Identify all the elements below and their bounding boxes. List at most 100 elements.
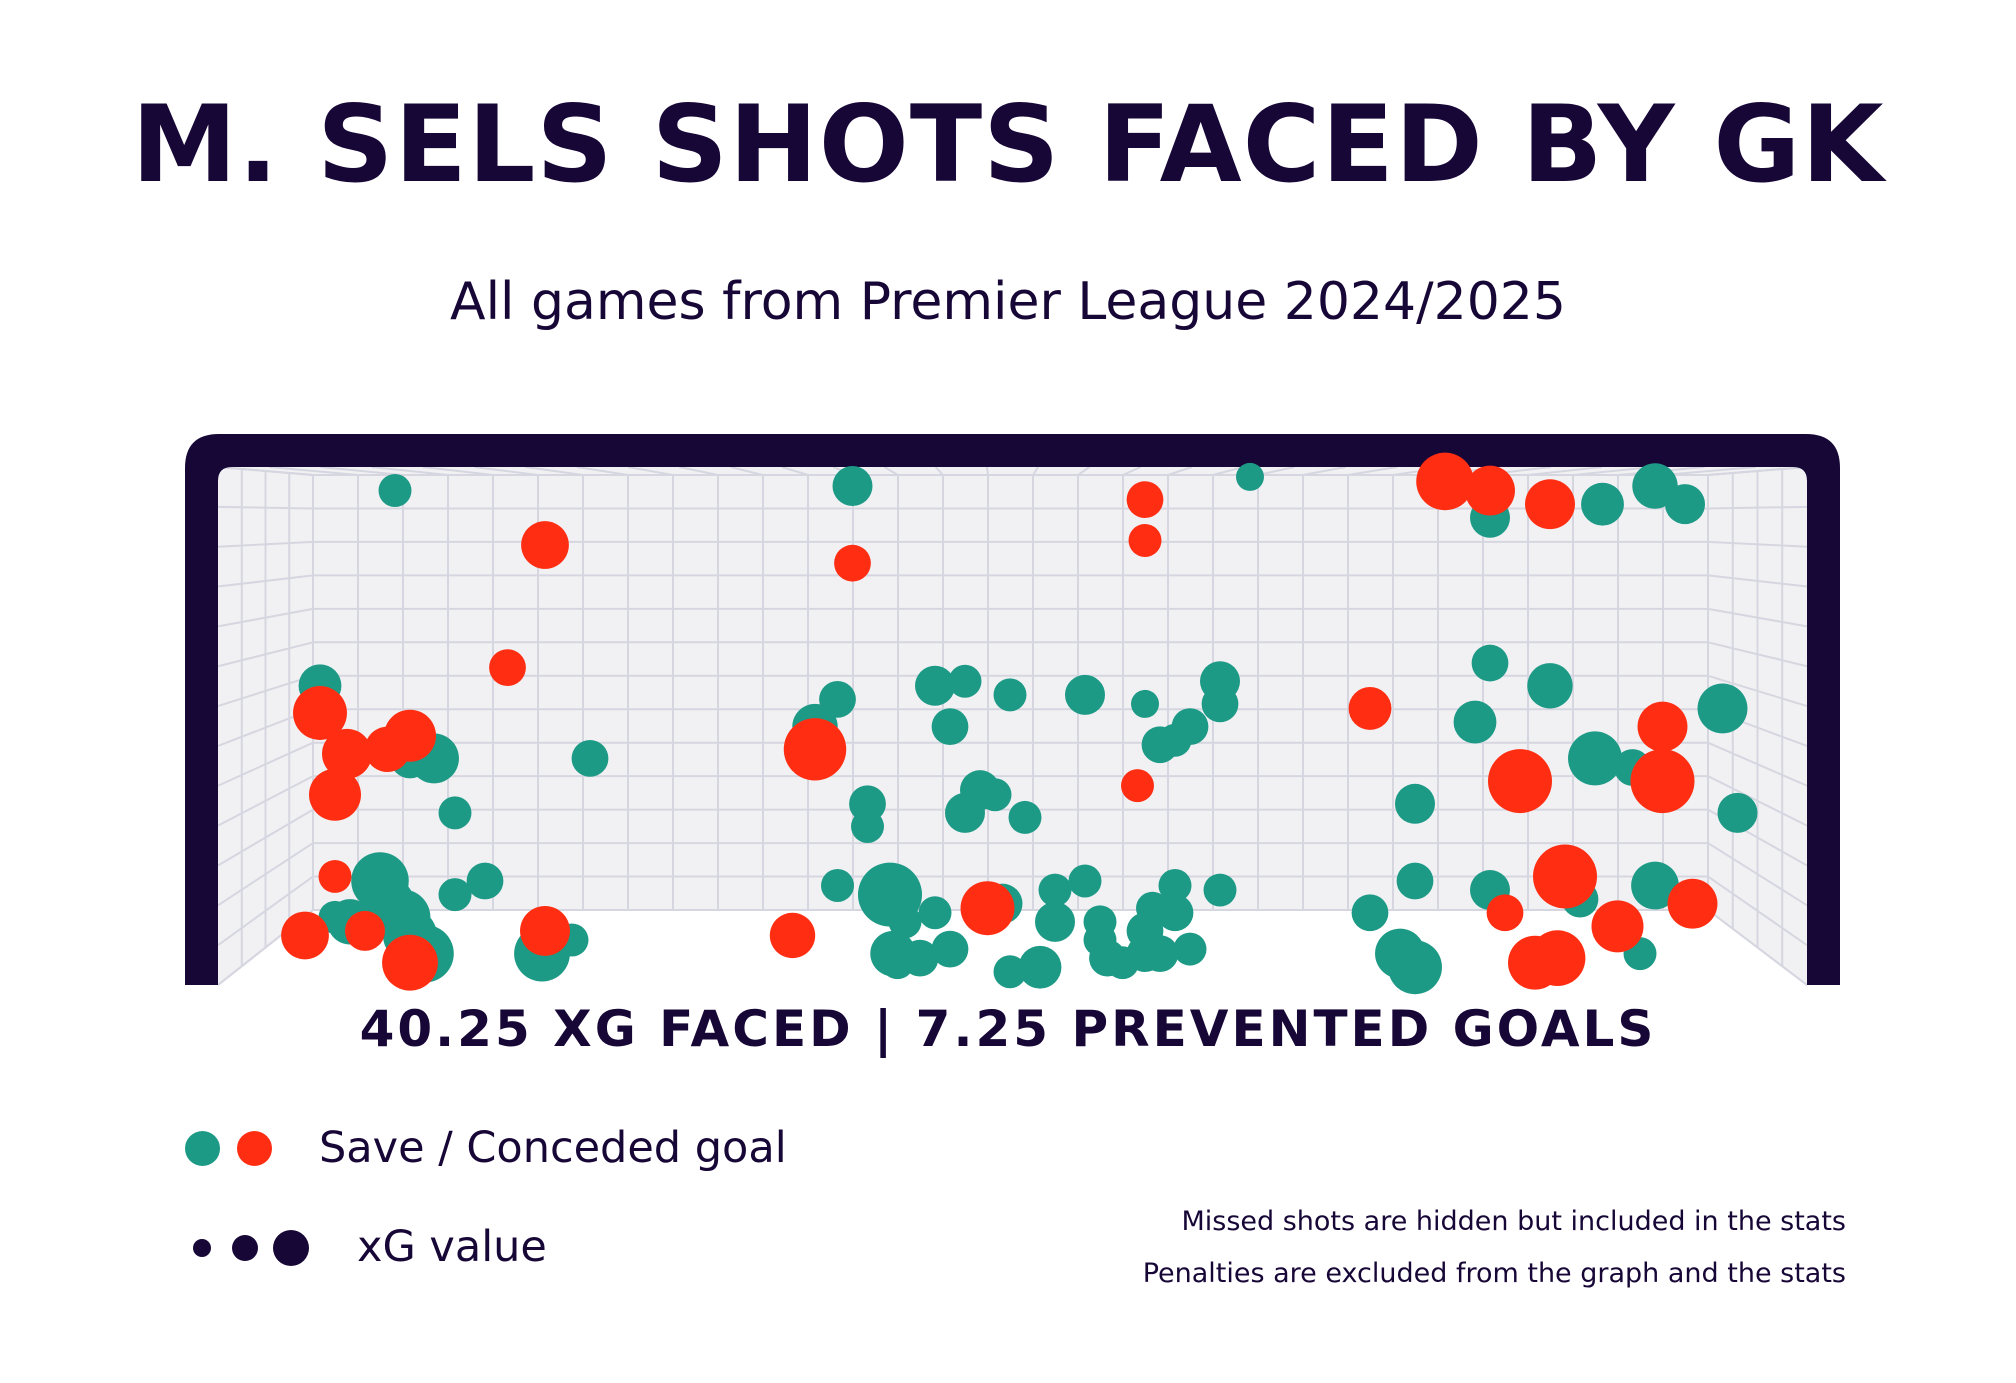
- conceded-goal-point: [521, 521, 569, 569]
- conceded-goal-point: [293, 686, 347, 740]
- net-line: [1167, 466, 1193, 476]
- save-shot-point: [378, 474, 412, 508]
- save-shot-point: [993, 955, 1027, 989]
- conceded-goal-point: [1488, 749, 1552, 814]
- save-shot-point: [1351, 894, 1389, 932]
- save-points-series: [298, 462, 1758, 995]
- save-shot-point: [1388, 940, 1442, 995]
- net-line: [1662, 466, 1756, 476]
- net-line: [1347, 466, 1398, 476]
- save-shot-point: [915, 665, 955, 706]
- net-line: [371, 466, 449, 476]
- net-line: [217, 466, 314, 476]
- save-shot-point: [819, 680, 856, 718]
- net-line: [1122, 466, 1142, 476]
- save-shot-point: [832, 466, 873, 506]
- save-shot-point: [1581, 482, 1624, 526]
- save-shot-point: [1568, 731, 1622, 786]
- save-shot-point: [978, 778, 1012, 812]
- chart-title: M. SELS SHOTS FACED BY GK: [131, 83, 1885, 206]
- save-shot-point: [1395, 783, 1435, 824]
- save-shot-point: [1173, 932, 1207, 966]
- conceded-goal-point: [1348, 687, 1392, 730]
- net-line: [781, 466, 809, 476]
- conceded-goal-point: [318, 859, 352, 893]
- conceded-goal-point: [382, 934, 438, 991]
- conceded-goal-point: [384, 709, 436, 762]
- conceded-goal-point: [309, 768, 361, 821]
- save-shot-point: [1038, 873, 1072, 907]
- save-shot-point: [1158, 869, 1192, 903]
- net-line: [1257, 466, 1295, 476]
- save-shot-point: [918, 896, 952, 930]
- conceded-goal-point: [960, 881, 1015, 936]
- save-shot-point: [993, 678, 1027, 712]
- chart-subtitle: All games from Premier League 2024/2025: [450, 272, 1566, 332]
- conceded-goal-point: [1591, 900, 1644, 953]
- save-shot-point: [1396, 862, 1434, 900]
- net-line: [422, 466, 494, 476]
- conceded-goal-point: [1508, 935, 1562, 990]
- net-line: [679, 466, 719, 476]
- save-shot-point: [1018, 945, 1062, 989]
- net-line: [269, 466, 359, 476]
- save-shot-point: [1631, 861, 1679, 910]
- conceded-goal-point: [281, 911, 329, 960]
- save-shot-point: [1068, 864, 1102, 898]
- net-line: [474, 466, 539, 476]
- net-line: [576, 466, 629, 476]
- save-shot-point: [1008, 800, 1042, 834]
- save-shot-point: [931, 930, 969, 968]
- save-shot-point: [1717, 792, 1758, 833]
- legend-medium-dot: [232, 1234, 258, 1261]
- save-shot-point: [1203, 873, 1237, 907]
- conceded-goal-point: [322, 728, 372, 779]
- save-shot-point: [571, 740, 609, 777]
- save-shot-point: [1156, 894, 1194, 932]
- save-shot-point: [1665, 484, 1705, 525]
- legend-outcome: Save / Conceded goal: [185, 1127, 787, 1170]
- save-shot-point: [1035, 901, 1075, 942]
- net-line: [525, 466, 584, 476]
- save-shot-point: [901, 939, 939, 977]
- note-penalties: Penalties are excluded from the graph an…: [1142, 1258, 1846, 1289]
- save-shot-point: [948, 664, 982, 698]
- conceded-goal-point: [783, 718, 847, 781]
- conceded-goal-point: [489, 649, 526, 686]
- conceded-goal-point: [1128, 523, 1162, 557]
- save-shot-point: [1171, 708, 1209, 746]
- net-line: [1032, 466, 1039, 476]
- save-shot-point: [821, 869, 854, 903]
- conceded-goal-point: [520, 905, 570, 956]
- net-line: [934, 466, 944, 476]
- net-line: [985, 466, 989, 476]
- conceded-goal-point: [1486, 894, 1524, 932]
- conceded-goal-point: [1525, 479, 1575, 530]
- legend-size-label: xG value: [357, 1222, 547, 1272]
- note-missed-shots: Missed shots are hidden but included in …: [1181, 1206, 1846, 1237]
- net-line: [1572, 466, 1654, 476]
- conceded-goal-point: [834, 544, 871, 582]
- save-shot-point: [1697, 683, 1748, 734]
- save-shot-point: [1527, 663, 1573, 709]
- legend-small-dot: [193, 1238, 211, 1257]
- save-shot-point: [1065, 674, 1105, 715]
- conceded-goal-point: [1630, 749, 1695, 814]
- conceded-goal-point: [769, 912, 816, 959]
- net-line: [1302, 466, 1346, 476]
- net-line: [1077, 466, 1090, 476]
- save-shot-point: [1201, 685, 1239, 723]
- net-line: [883, 466, 899, 476]
- save-shot-point: [1236, 462, 1264, 491]
- conceded-goal-point: [1416, 452, 1474, 511]
- stats-summary: 40.25 XG FACED | 7.25 PREVENTED GOALS: [359, 1000, 1657, 1058]
- conceded-goal-point: [1121, 769, 1154, 803]
- net-line: [1707, 909, 1808, 986]
- conceded-goal-point: [1667, 878, 1718, 929]
- save-shot-point: [851, 810, 884, 843]
- save-shot-point: [466, 862, 504, 900]
- net-line: [1707, 466, 1808, 476]
- save-shot-point: [931, 708, 969, 746]
- save-shot-point: [1141, 935, 1179, 973]
